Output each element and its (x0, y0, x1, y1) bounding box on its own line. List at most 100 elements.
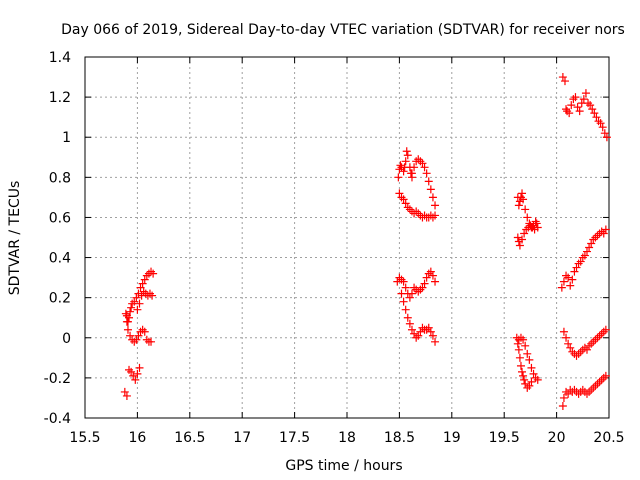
y-tick-label: 0 (62, 331, 71, 347)
series-satellite-10 (513, 189, 542, 232)
data-point (147, 337, 156, 346)
data-point (582, 389, 591, 398)
data-point (405, 293, 414, 302)
data-point (581, 89, 590, 98)
data-point (414, 209, 423, 218)
data-point (135, 363, 144, 372)
data-point (585, 387, 594, 396)
data-point (559, 393, 568, 402)
data-point (395, 189, 404, 198)
data-point (410, 329, 419, 338)
data-point (519, 195, 528, 204)
data-point (410, 163, 419, 172)
x-tick-label: 16.5 (174, 430, 205, 446)
data-point (129, 371, 138, 380)
data-point (395, 273, 404, 282)
x-tick-label: 17 (233, 430, 251, 446)
data-point (140, 275, 149, 284)
data-point (401, 199, 410, 208)
data-point (573, 103, 582, 112)
data-point (529, 369, 538, 378)
data-point (523, 383, 532, 392)
data-point (428, 331, 437, 340)
data-point (120, 387, 129, 396)
data-point (515, 241, 524, 250)
data-point (591, 335, 600, 344)
data-point (514, 345, 523, 354)
data-point (587, 239, 596, 248)
data-point (565, 109, 574, 118)
data-point (520, 229, 529, 238)
data-point (397, 193, 406, 202)
data-point (574, 349, 583, 358)
x-tick-label: 20 (548, 430, 566, 446)
data-point (523, 349, 532, 358)
y-tick-label: -0.4 (44, 411, 71, 427)
data-point (600, 129, 609, 138)
data-point (580, 343, 589, 352)
x-tick-label: 20.5 (593, 430, 624, 446)
data-point (586, 101, 595, 110)
data-point (585, 243, 594, 252)
data-point (588, 105, 597, 114)
data-point (597, 227, 606, 236)
data-point (428, 213, 437, 222)
data-point (515, 353, 524, 362)
data-point (596, 119, 605, 128)
data-point (142, 271, 151, 280)
y-tick-label: 0.6 (49, 210, 71, 226)
series-satellite-4 (120, 363, 144, 400)
data-point (602, 133, 611, 142)
data-point (138, 279, 147, 288)
data-point (414, 155, 423, 164)
x-tick-label: 16 (128, 430, 146, 446)
data-point (589, 383, 598, 392)
data-point (426, 267, 435, 276)
data-point (580, 251, 589, 260)
data-point (131, 375, 140, 384)
data-point (431, 211, 440, 220)
data-point (123, 325, 132, 334)
data-point (531, 373, 540, 382)
data-point (399, 167, 408, 176)
data-point (572, 351, 581, 360)
data-point (574, 259, 583, 268)
data-point (598, 123, 607, 132)
data-point (149, 269, 158, 278)
data-point (563, 107, 572, 116)
data-point (593, 379, 602, 388)
data-point (407, 169, 416, 178)
data-point (525, 381, 534, 390)
data-point (416, 327, 425, 336)
data-point (397, 275, 406, 284)
series-satellite-15 (557, 225, 610, 292)
data-point (594, 117, 603, 126)
y-tick-label: 0.8 (49, 170, 71, 186)
data-point (401, 283, 410, 292)
data-point (130, 297, 139, 306)
x-tick-label: 19.5 (489, 430, 520, 446)
x-tick-labels: 15.5 16 16.5 17 17.5 18 18.5 19 19.5 20 20.5 (69, 430, 624, 446)
data-point (519, 371, 528, 380)
data-point (595, 377, 604, 386)
data-point (126, 307, 135, 316)
data-point (518, 189, 527, 198)
data-point (402, 147, 411, 156)
chart-title: Day 066 of 2019, Sidereal Day-to-day VTE… (61, 22, 625, 38)
data-point (412, 207, 421, 216)
data-point (145, 289, 154, 298)
data-point (420, 163, 429, 172)
data-point (566, 281, 575, 290)
data-point (572, 263, 581, 272)
data-point (516, 361, 525, 370)
data-point (523, 213, 532, 222)
data-point (576, 347, 585, 356)
data-point (570, 385, 579, 394)
data-point (142, 335, 151, 344)
data-point (428, 193, 437, 202)
data-point (597, 329, 606, 338)
data-point (564, 273, 573, 282)
data-point (424, 177, 433, 186)
data-point (532, 219, 541, 228)
data-point (136, 283, 145, 292)
